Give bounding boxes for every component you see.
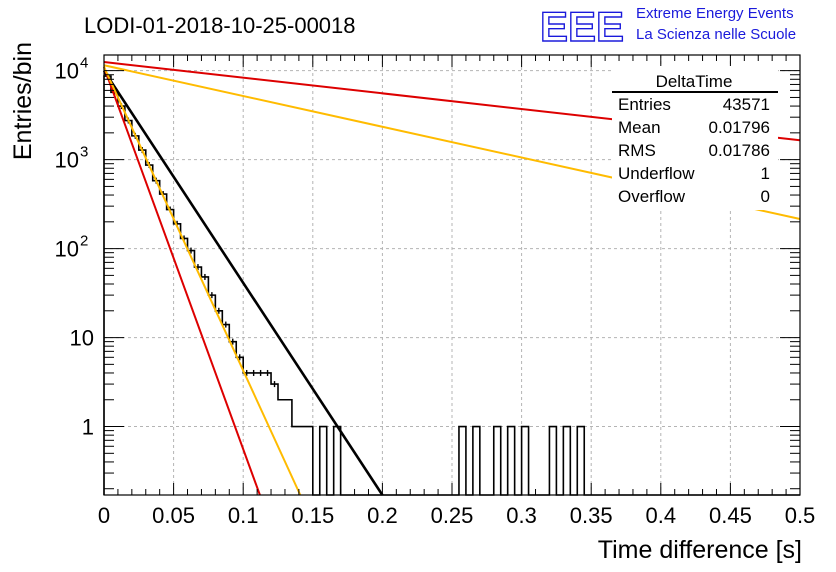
x-tick-label: 0.4 — [646, 503, 677, 528]
y-tick-label: 10 — [55, 59, 79, 84]
stats-box-bg — [612, 66, 778, 210]
x-tick-label: 0.05 — [152, 503, 195, 528]
logo-line-1: Extreme Energy Events — [636, 5, 794, 22]
fit-line — [102, 69, 384, 496]
stats-box: DeltaTime Entries 43571 Mean 0.01796 RMS 0.01… — [612, 66, 778, 210]
eee-logo: EEE Extreme Energy Events La Scienza nel… — [539, 2, 796, 50]
x-tick-label: 0.25 — [431, 503, 474, 528]
y-tick-exponent: 2 — [80, 233, 88, 250]
y-tick-exponent: 3 — [80, 144, 88, 161]
x-tick-label: 0 — [98, 503, 110, 528]
stats-value: 0.01796 — [709, 118, 770, 137]
stats-label: Underflow — [618, 164, 695, 183]
stats-value: 43571 — [723, 95, 770, 114]
stats-value: 1 — [761, 164, 770, 183]
y-axis-label: Entries/bin — [9, 42, 37, 160]
eee-logo-mark: EEE — [540, 3, 624, 50]
x-axis-ticks: 0 0.05 0.1 0.15 0.2 0.25 0.3 0.35 0.4 0.45 0.5 — [98, 55, 815, 528]
stats-rows: Entries 43571 Mean 0.01796 RMS 0.01786 Underfl… — [618, 95, 770, 206]
x-tick-label: 0.15 — [291, 503, 334, 528]
x-tick-label: 0.2 — [367, 503, 398, 528]
stats-label: Overflow — [618, 187, 686, 206]
logo-line-2: La Scienza nelle Scuole — [636, 26, 796, 43]
y-tick-label: 10 — [55, 148, 79, 173]
fit-line — [103, 66, 261, 496]
x-tick-label: 0.45 — [709, 503, 752, 528]
x-axis-label: Time difference [s] — [598, 536, 802, 564]
stats-label: Mean — [618, 118, 661, 137]
stats-name: DeltaTime — [656, 72, 733, 91]
stats-value: 0.01786 — [709, 141, 770, 160]
y-tick-label: 10 — [70, 326, 94, 351]
x-tick-label: 0.3 — [506, 503, 537, 528]
chart-title: LODI-01-2018-10-25-00018 — [84, 13, 356, 38]
stats-label: Entries — [618, 95, 671, 114]
y-tick-exponent: 4 — [80, 55, 88, 72]
x-tick-label: 0.1 — [228, 503, 259, 528]
stats-label: RMS — [618, 141, 656, 160]
y-tick-label: 10 — [55, 237, 79, 262]
x-tick-label: 0.5 — [785, 503, 816, 528]
y-tick-label: 1 — [82, 415, 94, 440]
fit-line — [103, 66, 302, 496]
stats-value: 0 — [761, 187, 770, 206]
x-tick-label: 0.35 — [570, 503, 613, 528]
